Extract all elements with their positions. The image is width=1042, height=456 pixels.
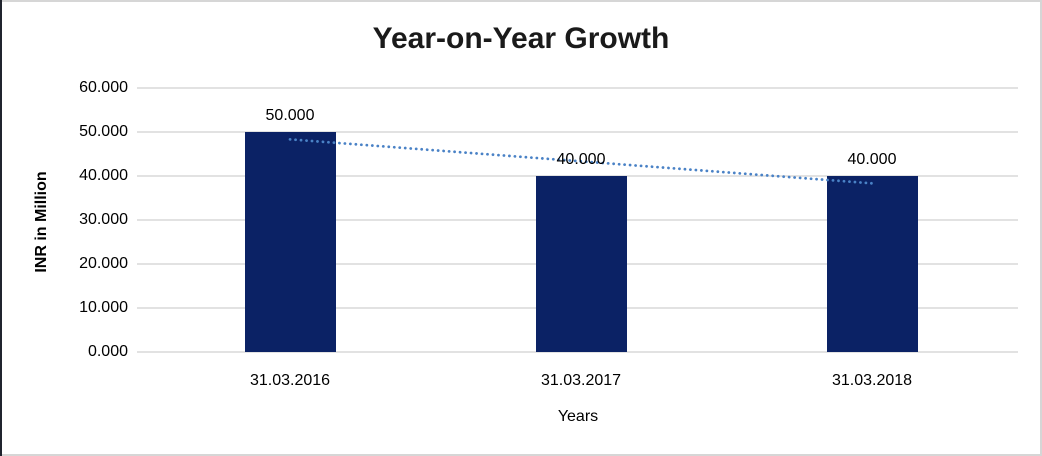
data-label: 40.000 [556,151,606,168]
x-tick-label: 31.03.2018 [831,372,913,389]
x-tick-label: 31.03.2016 [249,372,331,389]
y-tick-label: 10.000 [79,299,128,316]
bar-31.03.2017[interactable] [535,176,627,352]
window-left-edge [0,0,2,456]
y-tick-label: 20.000 [79,255,128,272]
y-tick-label: 30.000 [79,211,128,228]
x-axis-title: Years [557,408,599,425]
data-label: 40.000 [847,151,897,168]
x-tick-label: 31.03.2017 [540,372,622,389]
data-label: 50.000 [265,107,315,124]
y-tick-label: 0.000 [87,343,128,360]
bar-31.03.2016[interactable] [244,132,336,352]
y-tick-label: 40.000 [79,167,128,184]
trendline-path [288,137,874,185]
y-tick-label: 60.000 [79,79,128,96]
bar-31.03.2018[interactable] [826,176,918,352]
y-tick-label: 50.000 [79,123,128,140]
chart-title: Year-on-Year Growth [372,22,670,55]
